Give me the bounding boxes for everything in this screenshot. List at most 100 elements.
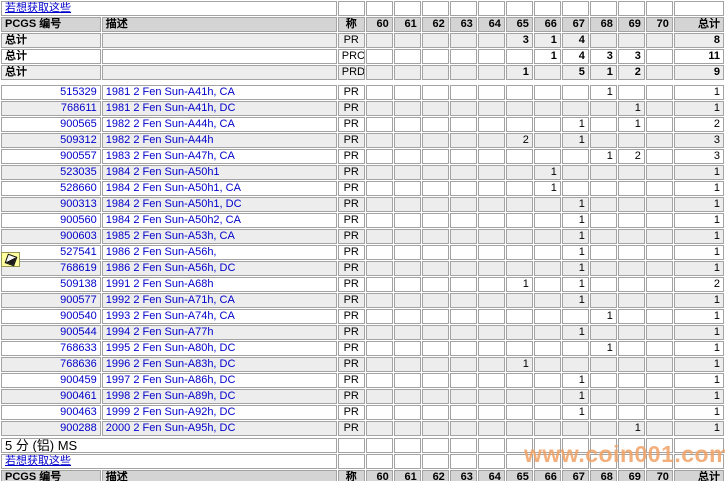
pcgs-id-cell[interactable]: 900313 <box>1 197 101 212</box>
pcgs-id-cell[interactable]: 768633 <box>1 341 101 356</box>
pcgs-id-link[interactable]: 523035 <box>60 166 97 178</box>
pcgs-id-cell[interactable]: 528660 <box>1 181 101 196</box>
pcgs-id-link[interactable]: 527541 <box>60 246 97 258</box>
description-link[interactable]: 1992 2 Fen Sun-A71h, CA <box>105 294 235 306</box>
description-link[interactable]: 1997 2 Fen Sun-A86h, DC <box>105 374 236 386</box>
description-cell[interactable]: 1994 2 Fen Sun-A77h <box>101 325 337 340</box>
description-link[interactable]: 1982 2 Fen Sun-A44h, CA <box>105 118 235 130</box>
pcgs-id-link[interactable]: 768633 <box>60 342 97 354</box>
pcgs-id-link[interactable]: 900577 <box>60 294 97 306</box>
description-cell[interactable]: 1984 2 Fen Sun-A50h1, DC <box>101 197 337 212</box>
pcgs-id-cell[interactable]: 900577 <box>1 293 101 308</box>
pcgs-id-link[interactable]: 900560 <box>60 214 97 226</box>
description-cell[interactable]: 1992 2 Fen Sun-A71h, CA <box>101 293 337 308</box>
pcgs-id-cell[interactable]: 900557 <box>1 149 101 164</box>
description-link[interactable]: 1998 2 Fen Sun-A89h, DC <box>105 390 236 402</box>
pcgs-id-cell[interactable]: 768619 <box>1 261 101 276</box>
description-cell[interactable]: 1986 2 Fen Sun-A56h, DC <box>101 261 337 276</box>
description-link[interactable]: 1984 2 Fen Sun-A50h2, CA <box>105 214 241 226</box>
pcgs-id-link[interactable]: 768636 <box>60 358 97 370</box>
description-cell[interactable]: 1997 2 Fen Sun-A86h, DC <box>101 373 337 388</box>
pcgs-id-cell[interactable]: 900540 <box>1 309 101 324</box>
pcgs-id-link[interactable]: 900540 <box>60 310 97 322</box>
description-cell[interactable]: 1993 2 Fen Sun-A74h, CA <box>101 309 337 324</box>
get-these-link[interactable]: 若想获取这些 <box>1 454 337 469</box>
column-header-grade-61: 61 <box>393 17 421 32</box>
description-cell[interactable]: 1981 2 Fen Sun-A41h, DC <box>101 101 337 116</box>
get-these-link-text[interactable]: 若想获取这些 <box>5 2 71 14</box>
pcgs-id-link[interactable]: 900565 <box>60 118 97 130</box>
pcgs-id-link[interactable]: 768611 <box>60 102 97 114</box>
description-link[interactable]: 1981 2 Fen Sun-A41h, CA <box>105 86 235 98</box>
grade-count-cell <box>505 389 533 404</box>
description-cell[interactable]: 1984 2 Fen Sun-A50h1 <box>101 165 337 180</box>
description-cell[interactable]: 1999 2 Fen Sun-A92h, DC <box>101 405 337 420</box>
description-cell[interactable]: 1998 2 Fen Sun-A89h, DC <box>101 389 337 404</box>
description-cell[interactable]: 1995 2 Fen Sun-A80h, DC <box>101 341 337 356</box>
description-link[interactable]: 2000 2 Fen Sun-A95h, DC <box>105 422 236 434</box>
description-cell[interactable]: 1986 2 Fen Sun-A56h, <box>101 245 337 260</box>
grade-count-cell <box>617 309 645 324</box>
pcgs-id-cell[interactable]: 527541 <box>1 245 101 260</box>
empty-cell <box>589 454 617 469</box>
pcgs-id-cell[interactable]: 509312 <box>1 133 101 148</box>
description-link[interactable]: 1986 2 Fen Sun-A56h, <box>105 246 217 258</box>
description-cell[interactable]: 1982 2 Fen Sun-A44h, CA <box>101 117 337 132</box>
pcgs-id-link[interactable]: 515329 <box>60 86 97 98</box>
pcgs-id-cell[interactable]: 768611 <box>1 101 101 116</box>
pcgs-id-link[interactable]: 900544 <box>60 326 97 338</box>
description-cell[interactable]: 1983 2 Fen Sun-A47h, CA <box>101 149 337 164</box>
description-link[interactable]: 1995 2 Fen Sun-A80h, DC <box>105 342 236 354</box>
description-cell[interactable]: 1982 2 Fen Sun-A44h <box>101 133 337 148</box>
pcgs-id-cell[interactable]: 515329 <box>1 85 101 100</box>
pcgs-id-cell[interactable]: 900459 <box>1 373 101 388</box>
highlighter-marker-icon[interactable] <box>1 252 20 267</box>
description-cell[interactable]: 1984 2 Fen Sun-A50h1, CA <box>101 181 337 196</box>
description-cell[interactable]: 1991 2 Fen Sun-A68h <box>101 277 337 292</box>
description-link[interactable]: 1983 2 Fen Sun-A47h, CA <box>105 150 235 162</box>
description-cell[interactable]: 1984 2 Fen Sun-A50h2, CA <box>101 213 337 228</box>
description-cell[interactable]: 1981 2 Fen Sun-A41h, CA <box>101 85 337 100</box>
description-cell[interactable]: 1996 2 Fen Sun-A83h, DC <box>101 357 337 372</box>
get-these-link-text[interactable]: 若想获取这些 <box>5 455 71 467</box>
pcgs-id-link[interactable]: 509138 <box>60 278 97 290</box>
pcgs-id-link[interactable]: 528660 <box>60 182 97 194</box>
table-row: 900603 1985 2 Fen Sun-A53h, CA PR 1 1 <box>1 229 724 244</box>
pcgs-id-cell[interactable]: 509138 <box>1 277 101 292</box>
description-link[interactable]: 1991 2 Fen Sun-A68h <box>105 278 214 290</box>
pcgs-id-link[interactable]: 900313 <box>60 198 97 210</box>
description-link[interactable]: 1996 2 Fen Sun-A83h, DC <box>105 358 236 370</box>
pcgs-id-link[interactable]: 900603 <box>60 230 97 242</box>
description-cell[interactable]: 2000 2 Fen Sun-A95h, DC <box>101 421 337 436</box>
description-link[interactable]: 1999 2 Fen Sun-A92h, DC <box>105 406 236 418</box>
get-these-link[interactable]: 若想获取这些 <box>1 1 337 16</box>
pcgs-id-link[interactable]: 900557 <box>60 150 97 162</box>
grade-count-cell <box>393 325 421 340</box>
pcgs-id-link[interactable]: 900288 <box>60 422 97 434</box>
pcgs-id-link[interactable]: 900463 <box>60 406 97 418</box>
pcgs-id-cell[interactable]: 900560 <box>1 213 101 228</box>
pcgs-id-link[interactable]: 509312 <box>60 134 97 146</box>
description-link[interactable]: 1993 2 Fen Sun-A74h, CA <box>105 310 235 322</box>
description-link[interactable]: 1984 2 Fen Sun-A50h1, DC <box>105 198 242 210</box>
designation-cell: PR <box>337 213 365 228</box>
description-link[interactable]: 1985 2 Fen Sun-A53h, CA <box>105 230 235 242</box>
description-link[interactable]: 1994 2 Fen Sun-A77h <box>105 326 214 338</box>
pcgs-id-cell[interactable]: 900463 <box>1 405 101 420</box>
pcgs-id-cell[interactable]: 900565 <box>1 117 101 132</box>
pcgs-id-cell[interactable]: 900288 <box>1 421 101 436</box>
pcgs-id-cell[interactable]: 523035 <box>1 165 101 180</box>
pcgs-id-link[interactable]: 768619 <box>60 262 97 274</box>
description-cell[interactable]: 1985 2 Fen Sun-A53h, CA <box>101 229 337 244</box>
pcgs-id-cell[interactable]: 768636 <box>1 357 101 372</box>
pcgs-id-cell[interactable]: 900544 <box>1 325 101 340</box>
description-link[interactable]: 1984 2 Fen Sun-A50h1 <box>105 166 220 178</box>
description-link[interactable]: 1981 2 Fen Sun-A41h, DC <box>105 102 236 114</box>
description-link[interactable]: 1982 2 Fen Sun-A44h <box>105 134 214 146</box>
description-link[interactable]: 1984 2 Fen Sun-A50h1, CA <box>105 182 241 194</box>
pcgs-id-link[interactable]: 900459 <box>60 374 97 386</box>
pcgs-id-cell[interactable]: 900461 <box>1 389 101 404</box>
pcgs-id-cell[interactable]: 900603 <box>1 229 101 244</box>
pcgs-id-link[interactable]: 900461 <box>60 390 97 402</box>
description-link[interactable]: 1986 2 Fen Sun-A56h, DC <box>105 262 236 274</box>
